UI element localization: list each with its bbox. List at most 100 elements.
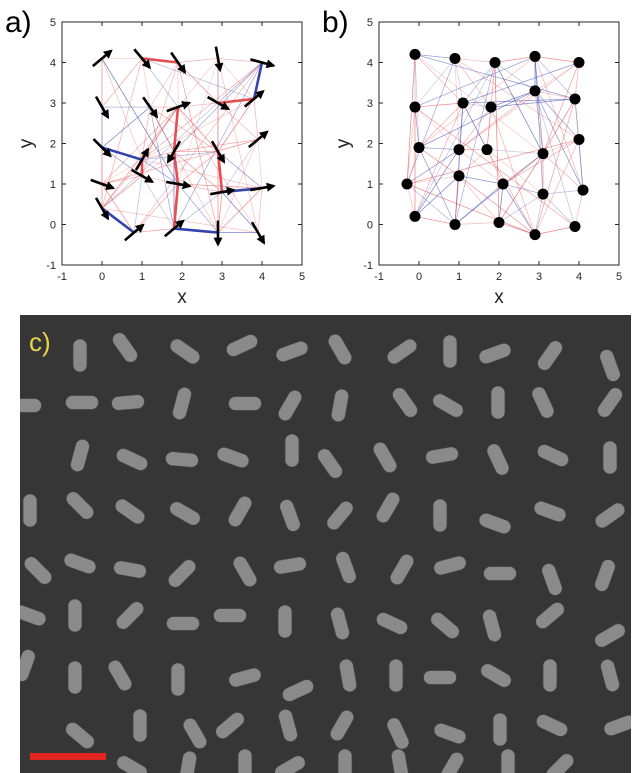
- interaction-line: [494, 56, 536, 63]
- interaction-line: [217, 62, 263, 104]
- interaction-line: [418, 56, 536, 148]
- data-point-dot: [453, 170, 465, 182]
- data-point-arrow: [142, 96, 159, 119]
- nanorod: [64, 489, 96, 521]
- interaction-line: [406, 147, 420, 185]
- interaction-line: [406, 54, 416, 185]
- nanorod: [540, 561, 564, 597]
- y-tick-label: 3: [367, 98, 373, 110]
- interaction-line: [542, 62, 580, 154]
- arrow-head: [141, 59, 151, 70]
- nanorod: [278, 497, 302, 533]
- interaction-line: [454, 58, 580, 140]
- nanorod: [390, 385, 420, 419]
- arrow-head: [144, 174, 155, 183]
- arrow-head: [182, 180, 192, 190]
- nanorod: [374, 489, 402, 525]
- data-point-dot: [573, 57, 585, 68]
- interaction-line: [454, 58, 492, 108]
- data-point-arrow: [249, 182, 276, 192]
- x-tick-label: -1: [57, 271, 67, 283]
- nanorod: [285, 434, 299, 466]
- arrow-head: [174, 219, 185, 229]
- nanorod: [330, 388, 350, 422]
- nanorod: [485, 441, 511, 477]
- interaction-line: [101, 62, 263, 209]
- nanorod: [371, 439, 399, 475]
- arrow-head: [102, 49, 113, 59]
- data-point-dot: [497, 178, 509, 190]
- arrow-head: [140, 147, 149, 158]
- interaction-line: [414, 62, 496, 217]
- arrow-head: [254, 89, 265, 100]
- x-axis-label: x: [177, 287, 187, 308]
- interaction-line: [542, 193, 576, 227]
- nanorod: [68, 661, 82, 693]
- interaction-lines: [406, 54, 584, 235]
- arrow-head: [258, 130, 269, 140]
- interaction-line: [490, 62, 496, 108]
- interaction-line: [101, 207, 259, 233]
- interaction-line: [177, 106, 219, 152]
- interaction-line: [534, 56, 584, 191]
- nanorod: [389, 659, 403, 691]
- data-point-dot: [401, 178, 413, 190]
- nanorod: [171, 663, 185, 695]
- interaction-line: [458, 149, 504, 185]
- interaction-line: [498, 153, 544, 223]
- interaction-line: [454, 62, 496, 225]
- nanorod: [329, 605, 351, 641]
- interaction-line: [458, 149, 488, 177]
- data-point-dot: [457, 97, 469, 109]
- nanorod: [481, 607, 503, 643]
- interaction-line: [217, 151, 263, 189]
- nanorod: [178, 750, 198, 773]
- interaction-line: [414, 54, 544, 154]
- interaction-line: [173, 62, 263, 152]
- interaction-line: [462, 102, 488, 150]
- nanorod: [432, 721, 468, 745]
- x-tick-label: 5: [299, 271, 305, 283]
- interaction-line: [141, 159, 263, 189]
- interaction-line: [486, 149, 504, 185]
- interaction-line: [458, 175, 536, 235]
- data-point-dot: [537, 188, 549, 200]
- nanorod: [231, 553, 259, 589]
- data-point-arrow: [94, 96, 110, 120]
- interaction-line: [486, 149, 544, 154]
- arrow-head: [266, 182, 276, 192]
- nanorod: [215, 445, 251, 469]
- nanorod: [111, 394, 145, 410]
- interaction-line: [141, 106, 151, 160]
- nanorod: [167, 499, 203, 527]
- interaction-line: [486, 107, 492, 150]
- nanorod: [113, 559, 147, 579]
- arrow-head: [177, 64, 187, 74]
- interaction-line: [141, 98, 255, 161]
- interaction-line: [101, 175, 143, 209]
- nanorod: [20, 398, 41, 412]
- nanorod: [390, 748, 410, 773]
- interaction-line: [133, 175, 143, 233]
- interaction-line: [221, 191, 259, 233]
- interaction-line: [414, 106, 460, 150]
- arrow-head: [102, 147, 112, 158]
- interaction-line: [133, 62, 263, 233]
- x-tick-label: 3: [536, 271, 542, 283]
- nanorod: [224, 332, 260, 358]
- interaction-line: [414, 54, 464, 104]
- interaction-line: [414, 56, 536, 108]
- interaction-line: [534, 56, 544, 195]
- nanorod: [22, 554, 54, 586]
- interaction-line: [141, 175, 175, 229]
- interaction-line: [462, 62, 580, 104]
- interaction-line: [172, 183, 180, 229]
- interaction-line: [101, 159, 143, 209]
- interaction-line: [217, 139, 259, 233]
- interaction-line: [141, 151, 219, 161]
- data-point-arrow: [166, 101, 192, 113]
- data-point-dot: [485, 101, 497, 113]
- nanorod: [114, 753, 150, 773]
- interaction-line: [177, 183, 263, 189]
- nanorod: [602, 713, 631, 737]
